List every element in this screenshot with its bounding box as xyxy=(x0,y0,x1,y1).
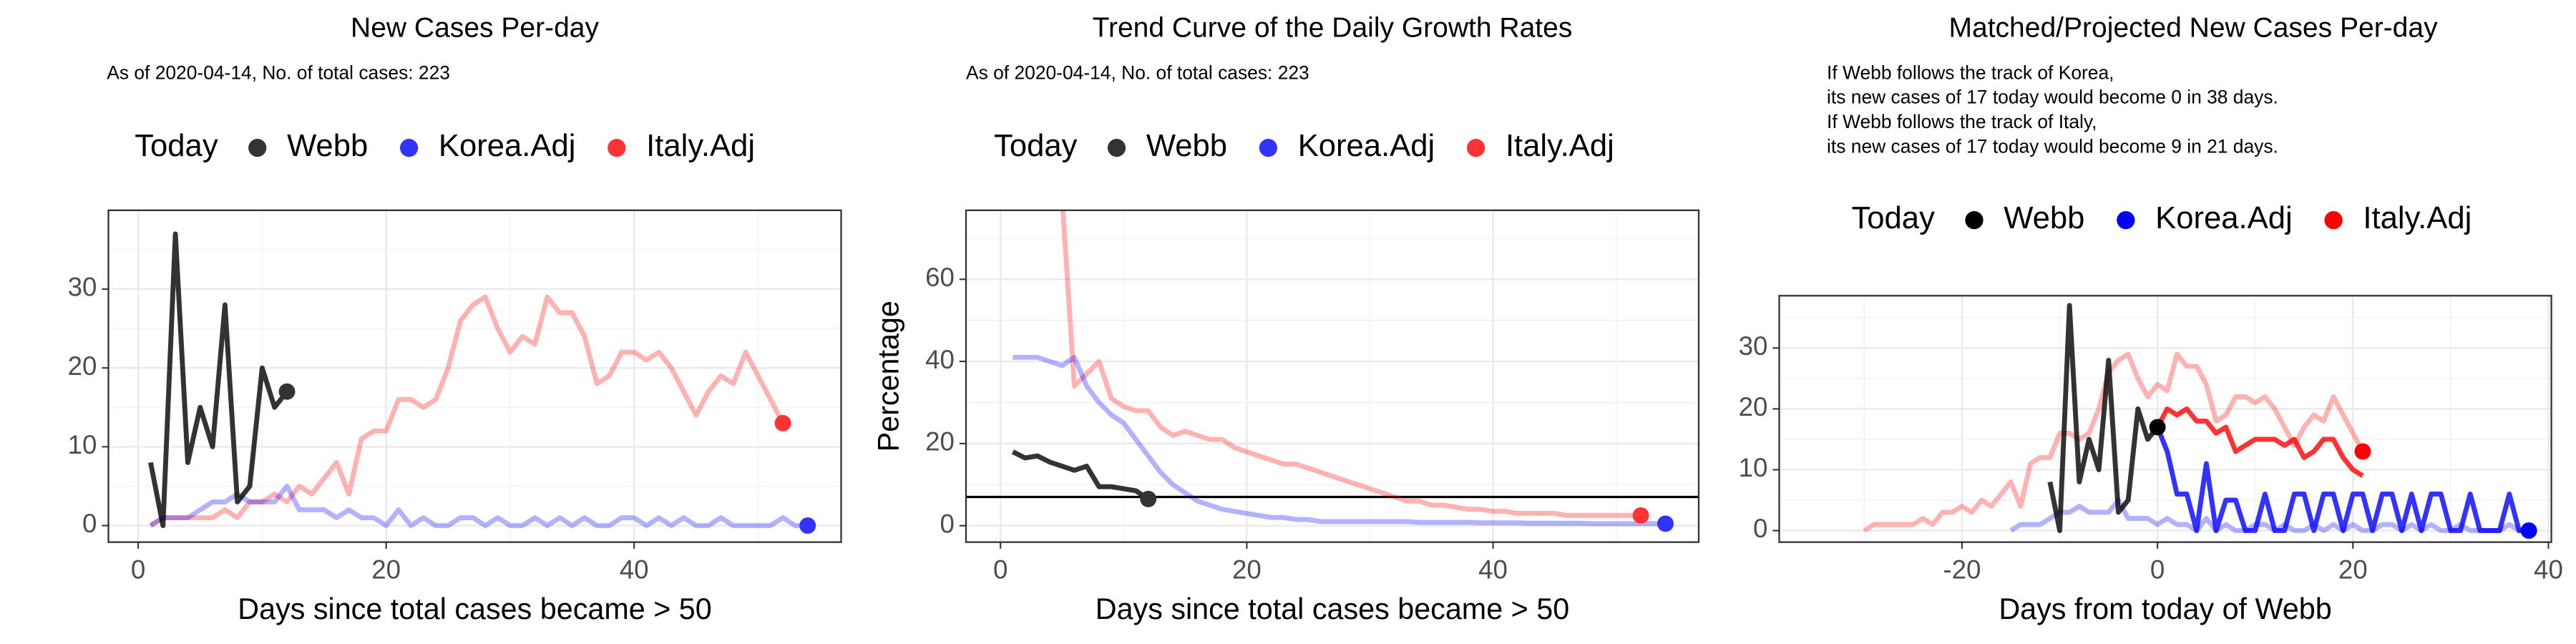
series-line xyxy=(2155,426,2529,533)
y-tick-label: 0 xyxy=(1753,514,1767,543)
legend-label: Korea.Adj xyxy=(1298,129,1435,163)
y-tick-label: 60 xyxy=(925,263,955,292)
legend-title: Today xyxy=(135,129,218,163)
legend-marker xyxy=(248,139,267,157)
legend-label: Webb xyxy=(287,129,368,163)
plot-area xyxy=(1779,296,2552,542)
legend-label: Italy.Adj xyxy=(2363,201,2472,235)
today-point xyxy=(799,517,816,534)
subtitle: As of 2020-04-14, No. of total cases: 22… xyxy=(107,62,450,83)
series-line xyxy=(149,294,786,528)
x-tick-label: 40 xyxy=(2534,555,2563,585)
series-line xyxy=(149,483,808,528)
legend-label: Webb xyxy=(1146,129,1227,163)
series-line xyxy=(1863,351,2365,533)
legend-label: Korea.Adj xyxy=(439,129,576,163)
subtitle: As of 2020-04-14, No. of total cases: 22… xyxy=(966,62,1309,83)
plot-layer xyxy=(148,231,816,534)
today-point xyxy=(2149,419,2166,436)
today-point xyxy=(1140,490,1157,507)
plot-layer xyxy=(966,210,1699,532)
legend-title: Today xyxy=(1852,201,1936,235)
legend-label: Italy.Adj xyxy=(1506,129,1614,163)
x-tick-label: 0 xyxy=(131,555,145,585)
chart-title: New Cases Per-day xyxy=(351,13,599,44)
legend-label: Webb xyxy=(2004,201,2084,235)
today-point xyxy=(2520,522,2537,539)
x-tick-label: 20 xyxy=(1232,555,1262,585)
series-line xyxy=(1060,210,1641,518)
today-point xyxy=(1632,507,1649,524)
y-axis-label: Percentage xyxy=(872,301,904,452)
panel-border xyxy=(107,209,842,543)
x-tick-label: 40 xyxy=(620,555,649,585)
y-tick-label: 10 xyxy=(68,430,97,459)
x-tick-label: 20 xyxy=(371,555,401,585)
panel-border xyxy=(965,209,1700,543)
legend-marker xyxy=(2117,211,2135,230)
y-tick-label: 20 xyxy=(1739,392,1768,421)
series-line xyxy=(2047,303,2160,533)
y-tick-label: 20 xyxy=(68,351,97,381)
subtitle: If Webb follows the track of Italy, xyxy=(1827,111,2097,132)
subtitle: its new cases of 17 today would become 0… xyxy=(1827,87,2278,108)
series-line xyxy=(1013,354,1666,527)
series-line xyxy=(2009,497,2529,533)
subtitle: its new cases of 17 today would become 9… xyxy=(1827,136,2278,157)
x-tick-label: 20 xyxy=(2338,555,2368,585)
legend-marker xyxy=(1466,139,1485,157)
y-tick-label: 10 xyxy=(1739,453,1768,482)
y-tick-label: 0 xyxy=(940,509,955,538)
legend-label: Korea.Adj xyxy=(2155,201,2293,235)
x-tick-label: 0 xyxy=(2150,555,2165,585)
y-tick-label: 30 xyxy=(68,273,97,302)
x-axis-label: Days since total cases became > 50 xyxy=(1096,592,1570,625)
legend-label: Italy.Adj xyxy=(646,129,755,163)
legend-title: Today xyxy=(994,129,1078,163)
plot-layer xyxy=(1863,303,2537,539)
chart-title: Trend Curve of the Daily Growth Rates xyxy=(1093,13,1573,44)
legend-marker xyxy=(1259,139,1278,157)
today-point xyxy=(278,383,296,400)
plot-area xyxy=(966,210,1699,542)
x-tick-label: 40 xyxy=(1478,555,1508,585)
today-point xyxy=(1657,515,1674,532)
series-line xyxy=(1011,449,1150,502)
y-tick-label: 30 xyxy=(1739,331,1768,361)
chart-title: Matched/Projected New Cases Per-day xyxy=(1949,13,2439,44)
x-axis-label: Days from today of Webb xyxy=(1999,592,2331,625)
legend-marker xyxy=(1965,211,1984,230)
legend-marker xyxy=(608,139,626,157)
x-tick-label: 0 xyxy=(993,555,1008,585)
x-axis-label: Days since total cases became > 50 xyxy=(238,592,712,625)
y-tick-label: 40 xyxy=(925,345,955,374)
x-tick-label: -20 xyxy=(1943,555,1981,585)
legend-marker xyxy=(2324,211,2343,230)
y-tick-label: 20 xyxy=(925,427,955,457)
series-line xyxy=(2155,406,2364,478)
legend-marker xyxy=(1107,139,1126,157)
y-tick-label: 0 xyxy=(82,509,97,538)
today-point xyxy=(774,414,791,431)
series-line xyxy=(148,231,289,528)
today-point xyxy=(2354,443,2371,460)
panel-border xyxy=(1778,295,2552,543)
subtitle: If Webb follows the track of Korea, xyxy=(1827,62,2114,83)
legend-marker xyxy=(399,139,419,157)
